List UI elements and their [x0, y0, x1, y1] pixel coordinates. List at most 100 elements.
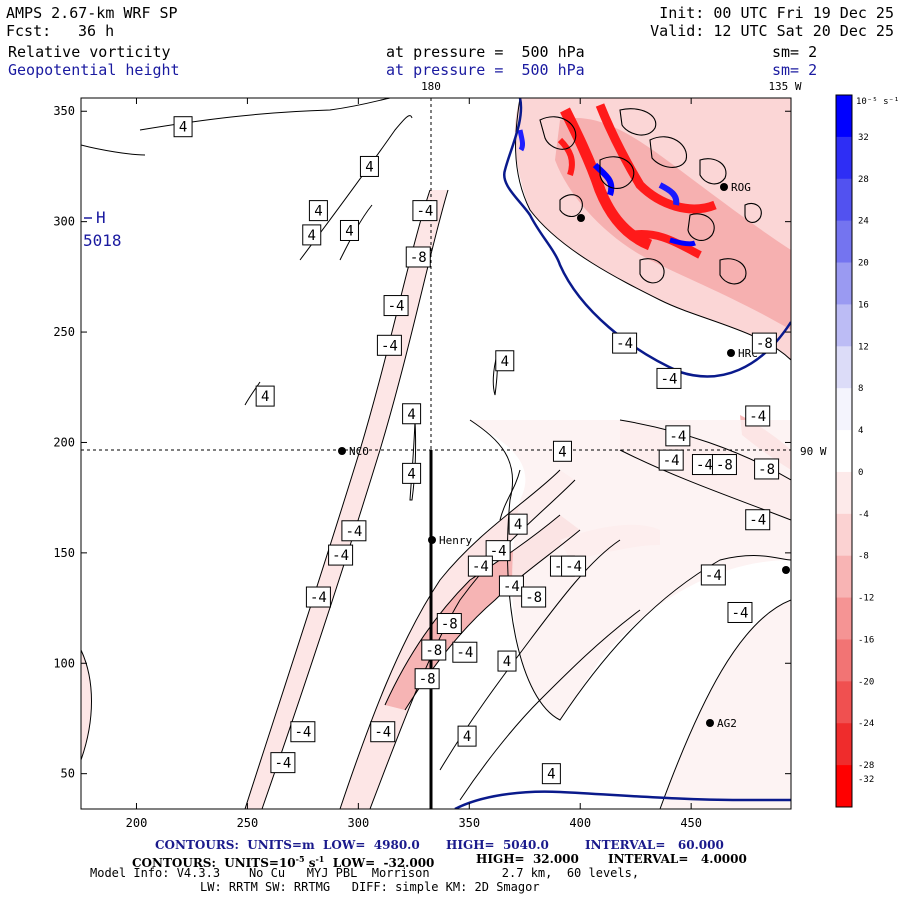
- contour-label: -4: [656, 367, 682, 389]
- contour-label-group: 444444-4-8-4-444444-4-4-44-4-4-4-4-4-8-8…: [173, 116, 780, 785]
- contour-label-value: 4: [501, 354, 509, 370]
- contour-label: -4: [561, 555, 587, 577]
- contour-line: [299, 115, 413, 261]
- contour-label-value: -4: [416, 204, 433, 220]
- contour-label-box: [359, 155, 379, 177]
- contour-line: [744, 202, 762, 223]
- colorbar-swatch: [836, 136, 852, 180]
- contour-label-box: [402, 403, 422, 425]
- footer-physics-info: LW: RRTM SW: RRTMG DIFF: simple KM: 2D S…: [200, 880, 540, 894]
- x-tick-label: 200: [126, 816, 148, 830]
- station-dot: [577, 214, 585, 222]
- contour-label: -4: [658, 449, 684, 471]
- contour-label: 4: [308, 200, 328, 222]
- station-ag2-dot: [706, 719, 714, 727]
- y-tick-label: 350: [53, 104, 75, 118]
- x-tick-label: 300: [348, 816, 370, 830]
- contour-label: 4: [552, 440, 572, 462]
- contour-label: 4: [173, 116, 193, 138]
- contour-label: -8: [521, 586, 547, 608]
- contour-label-box: [370, 721, 396, 743]
- model-title: AMPS 2.67-km WRF SP: [6, 4, 178, 22]
- shading-blue-streak: [669, 237, 696, 247]
- y-tick-label: 200: [53, 435, 75, 449]
- field2-level: at pressure = 500 hPa: [386, 61, 585, 79]
- contour-label: -4: [467, 555, 493, 577]
- field2-smoothing: sm= 2: [772, 61, 818, 79]
- contour-label-value: 4: [345, 223, 353, 239]
- footer-vort-contours: CONTOURS: UNITS=10-5 s-1 LOW= -32.000: [132, 854, 435, 870]
- contour-label: 4: [495, 350, 515, 372]
- contour-line: [81, 649, 92, 761]
- contour-label-box: [612, 332, 638, 354]
- contour-label-value: -4: [472, 559, 489, 575]
- contour-label: 4: [497, 650, 517, 672]
- station-henry-dot: [428, 536, 436, 544]
- contour-label-box: [521, 586, 547, 608]
- height-contour-line: [502, 98, 791, 378]
- contour-label-box: [328, 544, 354, 566]
- valid-time: Valid: 12 UTC Sat 20 Dec 25: [650, 22, 894, 40]
- colorbar-frame: [835, 94, 853, 808]
- lon-180-label: 180: [421, 80, 441, 93]
- forecast-label: Fcst:: [6, 22, 52, 40]
- colorbar-level-label: -32: [858, 775, 874, 785]
- contour-label-box: [414, 668, 440, 690]
- colorbar-level-label: -12: [858, 594, 874, 604]
- contour-label-value: -4: [381, 338, 398, 354]
- contour-label-value: -4: [669, 429, 686, 445]
- contour-label-box: [497, 650, 517, 672]
- colorbar-swatch: [836, 597, 852, 640]
- contour-label-box: [376, 334, 402, 356]
- contour-label-value: -4: [345, 524, 362, 540]
- contour-label-box: [745, 509, 771, 531]
- contour-label-box: [656, 367, 682, 389]
- contour-label-value: -8: [525, 590, 542, 606]
- contour-label-box: [754, 458, 780, 480]
- contour-label-box: [495, 350, 515, 372]
- contour-label: 4: [302, 224, 322, 246]
- shading-southeast-field: [470, 420, 791, 809]
- contour-label: -4: [376, 334, 402, 356]
- contour-label: -4: [383, 295, 409, 317]
- contour-label-value: -8: [716, 458, 733, 474]
- contour-label-value: -8: [758, 462, 775, 478]
- contour-label-value: -4: [456, 645, 473, 661]
- contour-label-value: -4: [696, 458, 713, 474]
- station-nco-dot: [338, 447, 346, 455]
- contour-line: [469, 419, 791, 721]
- contour-label-value: 4: [179, 120, 187, 136]
- contour-label: -4: [270, 752, 296, 774]
- contour-label-value: -8: [425, 643, 442, 659]
- contour-label-value: -4: [294, 725, 311, 741]
- x-tick-label: 250: [237, 816, 259, 830]
- contour-label: -4: [370, 721, 396, 743]
- contour-label: -4: [612, 332, 638, 354]
- axes: 200 250 300 350 400 450 50 100 150 200 250 300 350: [53, 98, 791, 830]
- high-value: 5018: [83, 231, 122, 250]
- colorbar-swatch: [836, 639, 852, 682]
- colorbar-unit: 10⁻⁵ s⁻¹: [856, 97, 899, 107]
- contour-label: -4: [727, 601, 753, 623]
- contour-label-box: [302, 224, 322, 246]
- high-letter: H: [96, 208, 106, 227]
- x-tick-label: 400: [569, 816, 591, 830]
- colorbar-swatch: [836, 681, 852, 724]
- contour-label-box: [700, 564, 726, 586]
- field1-level: at pressure = 500 hPa: [386, 43, 585, 61]
- contour-label: 4: [402, 403, 422, 425]
- contour-label-value: 4: [514, 517, 522, 533]
- footer-vort-interval: INTERVAL= 4.0000: [608, 852, 747, 866]
- footer-vort-high: HIGH= 32.000: [476, 852, 579, 866]
- station-dot: [782, 566, 790, 574]
- contour-line: [599, 156, 635, 189]
- colorbar-level-label: 12: [858, 342, 869, 352]
- contour-label: -8: [711, 454, 737, 476]
- field1-name: Relative vorticity: [8, 43, 171, 61]
- contour-label: -4: [665, 425, 691, 447]
- contour-label: -4: [745, 405, 771, 427]
- forecast-hours: 36 h: [78, 22, 115, 40]
- contour-label: -8: [421, 639, 447, 661]
- contour-label-box: [552, 440, 572, 462]
- contour-label-box: [745, 405, 771, 427]
